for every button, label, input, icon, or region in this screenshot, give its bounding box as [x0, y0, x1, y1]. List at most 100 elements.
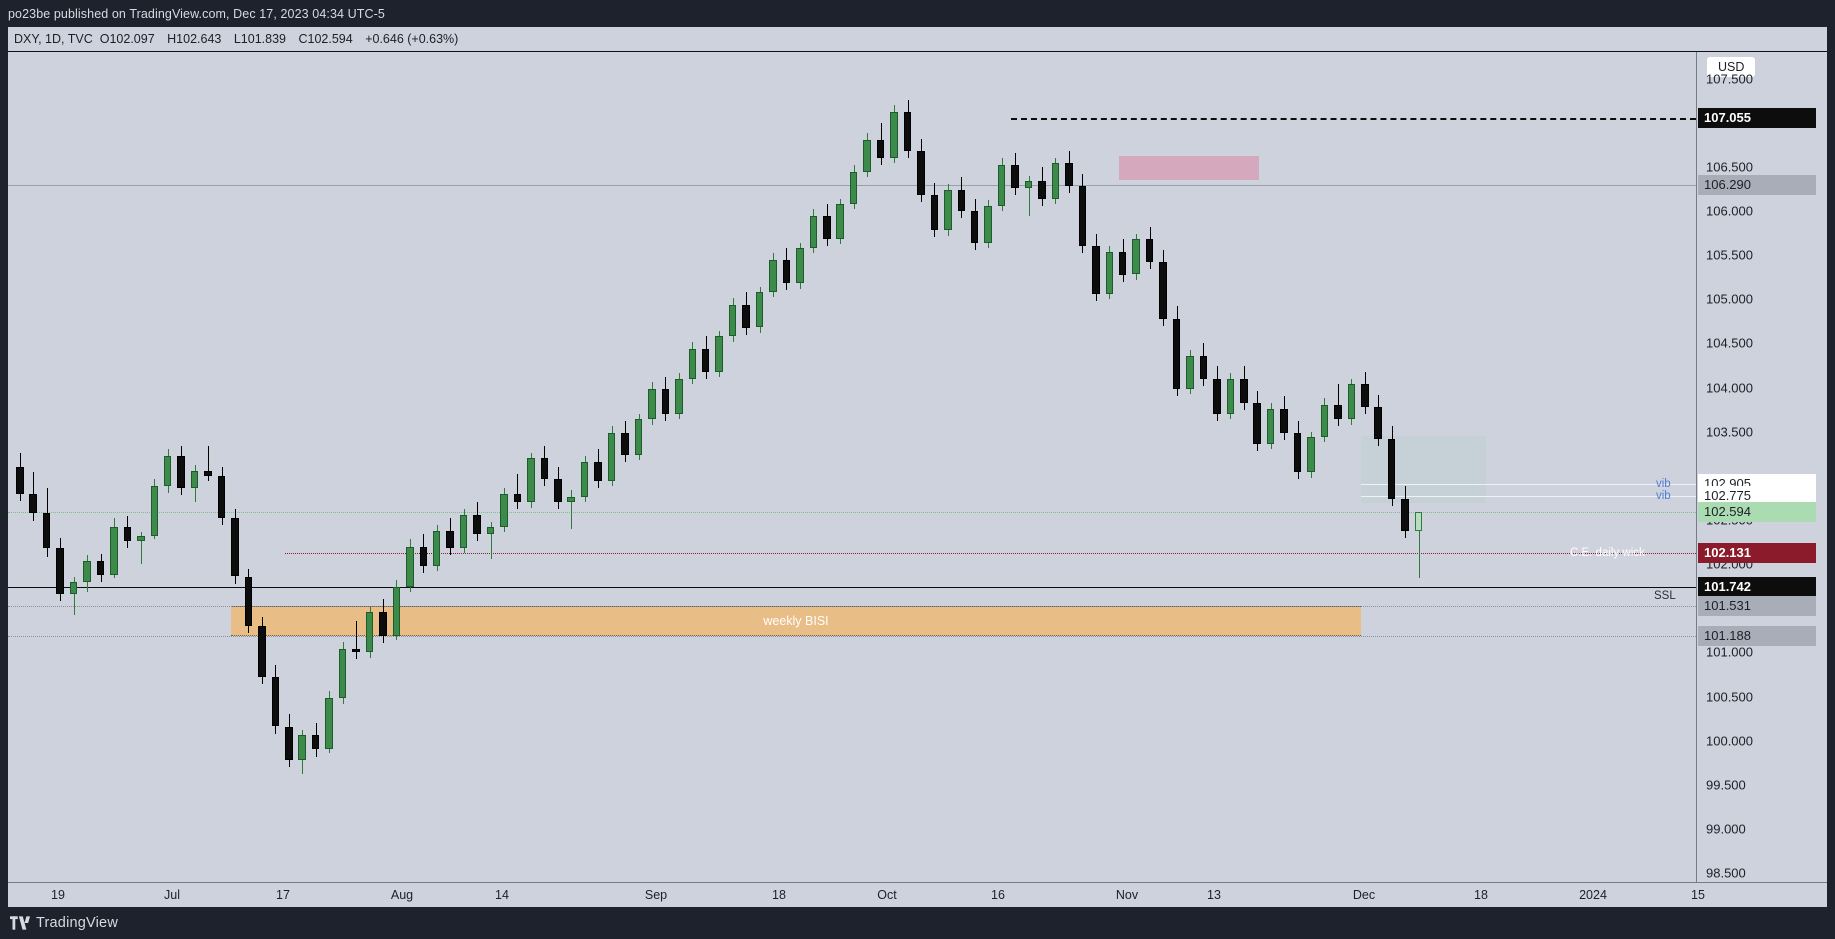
candle-body: [446, 530, 454, 549]
vib-line-1[interactable]: [1361, 484, 1696, 486]
chart-legend[interactable]: DXY, 1D, TVC O102.097 H102.643 L101.839 …: [14, 30, 467, 48]
publish-bar: po23be published on TradingView.com, Dec…: [0, 0, 1835, 27]
weekly-bisi-zone[interactable]: [231, 605, 1361, 636]
candle-body: [554, 479, 562, 503]
candle-body: [1172, 318, 1181, 390]
price-badge[interactable]: 101.742: [1698, 576, 1816, 597]
price-tick: 105.000: [1706, 291, 1753, 307]
candle-body: [1024, 180, 1033, 188]
candle-body: [742, 304, 750, 328]
candle-body: [580, 461, 589, 497]
candle-body: [836, 203, 844, 240]
candle-body: [728, 304, 737, 337]
candle-body: [688, 348, 697, 379]
candle-wick: [1418, 518, 1420, 579]
legend-high: H102.643: [167, 32, 222, 46]
candle-body: [944, 189, 952, 231]
legend-symbol[interactable]: DXY, 1D, TVC: [14, 32, 93, 46]
candle-body: [486, 527, 495, 535]
candle-body: [56, 548, 64, 595]
candle-body: [809, 216, 818, 248]
bottom-bar: TradingView: [0, 907, 1835, 939]
time-tick: 18: [1474, 888, 1488, 902]
candle-body: [984, 205, 992, 243]
candle-body: [890, 112, 898, 158]
candle-body: [432, 530, 441, 566]
candle-body: [29, 493, 37, 513]
candle-body: [1159, 262, 1167, 319]
price-badge[interactable]: 101.188: [1698, 625, 1816, 646]
candle-body: [1307, 437, 1315, 473]
price-tick: 105.500: [1706, 247, 1753, 263]
candle-body: [1132, 239, 1140, 275]
candle-wick: [356, 620, 358, 660]
price-tick: 99.000: [1706, 821, 1746, 837]
candle-body: [634, 419, 643, 455]
candle-body: [782, 260, 791, 284]
guide-line-1: [8, 605, 1696, 607]
candle-body: [755, 292, 764, 328]
level-107055-line[interactable]: [1011, 117, 1696, 120]
candle-body: [1051, 163, 1060, 199]
candle-body: [527, 458, 535, 503]
tradingview-logo[interactable]: TradingView: [10, 915, 118, 931]
candle-body: [42, 512, 51, 549]
price-badge[interactable]: 102.594: [1698, 501, 1816, 522]
candle-body: [769, 260, 777, 293]
close-price-line[interactable]: [8, 511, 1696, 513]
candle-body: [903, 112, 912, 151]
ssl-line[interactable]: [8, 586, 1696, 588]
ce-daily-wick-line[interactable]: [285, 552, 1696, 554]
legend-close: C102.594: [298, 32, 353, 46]
price-axis[interactable]: USD 107.500 106.500 106.000 105.500 105.000 1…: [1696, 52, 1827, 882]
candle-body: [1105, 251, 1114, 294]
candle-body: [392, 587, 401, 637]
chart-plot-area[interactable]: weekly BISI vib vib C.E. daily wick SSL: [8, 52, 1696, 882]
pink-supply-zone: [1119, 156, 1259, 180]
legend-change: +0.646 (+0.63%): [365, 32, 459, 46]
candle-body: [621, 433, 629, 455]
candle-body: [325, 698, 333, 750]
legend-open: O102.097: [99, 32, 155, 46]
time-tick: 13: [1207, 888, 1221, 902]
time-tick: 18: [772, 888, 786, 902]
candle-body: [406, 546, 414, 588]
candle-body: [69, 581, 78, 595]
candle-body: [1199, 355, 1208, 379]
currency-chip[interactable]: USD: [1707, 57, 1756, 77]
candle-wick: [73, 576, 75, 616]
candle-wick: [490, 521, 492, 559]
candle-body: [1092, 246, 1100, 294]
price-badge[interactable]: 106.290: [1698, 175, 1816, 196]
weekly-bisi-label: weekly BISI: [763, 613, 829, 628]
candle-body: [661, 389, 670, 414]
tradingview-wordmark: TradingView: [36, 915, 118, 931]
price-tick: 101.000: [1706, 644, 1753, 660]
candle-body: [513, 493, 522, 503]
candle-body: [204, 470, 212, 476]
vib-line-2[interactable]: [1361, 495, 1696, 497]
candle-body: [271, 677, 280, 727]
price-tick: 104.500: [1706, 335, 1753, 351]
price-badge[interactable]: 102.131: [1698, 542, 1816, 563]
price-badge[interactable]: 101.531: [1698, 595, 1816, 616]
candle-body: [123, 527, 132, 542]
time-tick: Jul: [164, 888, 180, 902]
candle-body: [1253, 403, 1261, 444]
time-axis[interactable]: 19 Jul 17 Aug 14 Sep 18 Oct 16 Nov 13 Dec 18 2024 15: [8, 882, 1827, 907]
price-tick: 104.000: [1706, 380, 1753, 395]
candle-wick: [140, 532, 142, 565]
candle-body: [1334, 405, 1342, 420]
price-tick: 106.000: [1706, 203, 1753, 219]
vib-label-1: vib: [1656, 478, 1671, 491]
candle-body: [715, 336, 723, 372]
candle-body: [1240, 378, 1248, 404]
price-tick: 100.500: [1706, 689, 1753, 705]
candle-body: [352, 648, 360, 653]
candle-body: [244, 576, 253, 626]
candle-body: [231, 518, 239, 577]
time-tick: Nov: [1115, 888, 1139, 902]
price-badge[interactable]: 102.775: [1698, 485, 1816, 506]
candle-body: [675, 378, 683, 414]
price-badge[interactable]: 107.055: [1698, 107, 1816, 128]
